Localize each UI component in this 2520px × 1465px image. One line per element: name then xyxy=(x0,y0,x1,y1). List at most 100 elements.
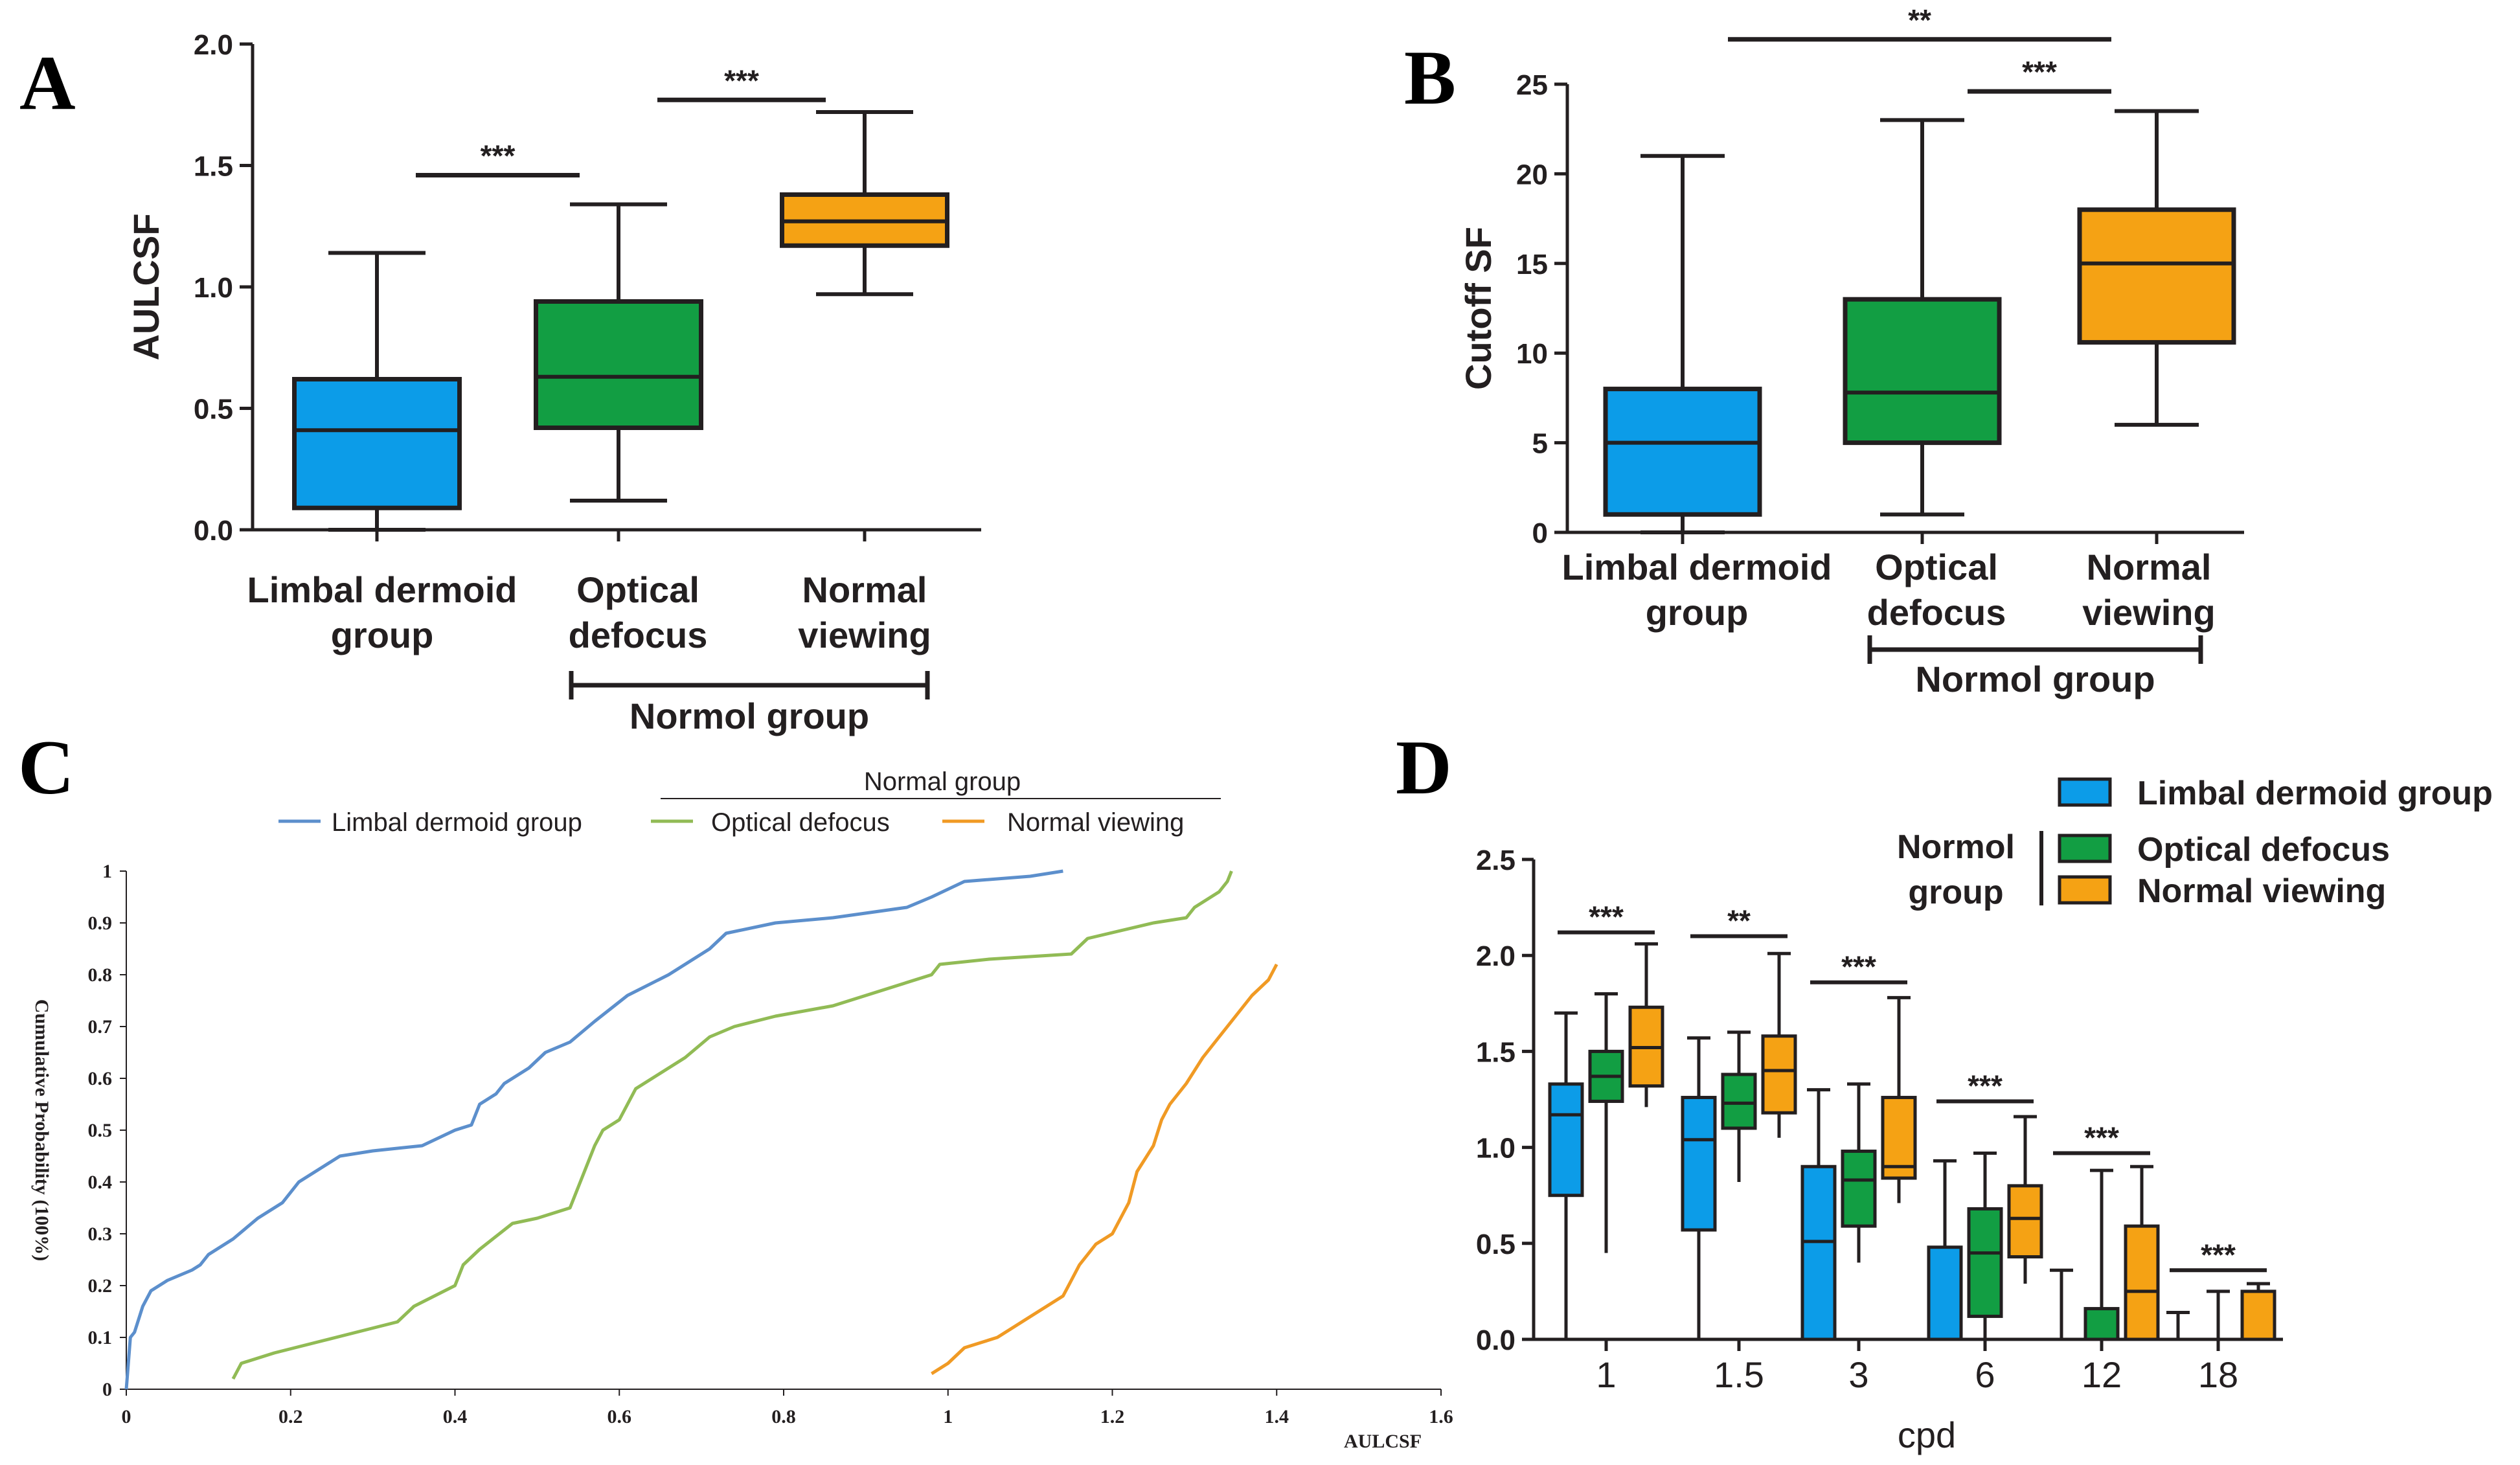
x-tick-label: 0.4 xyxy=(443,1406,468,1427)
box-orange xyxy=(2124,1224,2160,1341)
category-label: Limbal dermoid xyxy=(247,569,517,610)
box-blue xyxy=(292,377,462,510)
series-line xyxy=(231,870,1233,1380)
box-green xyxy=(1843,297,2002,446)
category-label: Normal xyxy=(802,569,927,610)
legend-group-label: group xyxy=(1908,874,2003,911)
x-tick-label: 0.6 xyxy=(607,1406,632,1427)
group-label: Normol group xyxy=(1915,659,2155,699)
legend-swatch xyxy=(2058,777,2112,807)
legend-label: Optical defocus xyxy=(2137,831,2390,869)
category-label: Normal xyxy=(2087,547,2212,587)
box-green xyxy=(534,299,703,430)
x-tick-label: 0 xyxy=(122,1406,131,1427)
x-tick-label: 0.8 xyxy=(771,1406,796,1427)
category-label: defocus xyxy=(1867,592,2006,633)
panel-a-box-chart: 0.0 0.5 1.0 1.5 2.0 AULCSF Limbal dermoid group… xyxy=(126,29,981,736)
y-tick-label: 5 xyxy=(1532,428,1548,460)
group-label: Normol group xyxy=(630,696,869,736)
y-tick-label: 15 xyxy=(1516,249,1548,280)
y-tick-label: 10 xyxy=(1516,338,1548,370)
y-tick-label: 25 xyxy=(1516,69,1548,101)
legend-label: Normal viewing xyxy=(1007,808,1184,837)
panel-label-c: C xyxy=(18,724,74,810)
panel-label-d: D xyxy=(1396,724,1452,810)
x-tick-label: 1.5 xyxy=(1714,1354,1764,1395)
box-blue xyxy=(1681,1096,1717,1232)
y-tick-label: 0.0 xyxy=(1476,1324,1515,1356)
category-label: Limbal dermoid xyxy=(1562,547,1832,587)
legend-group-label: Normol xyxy=(1897,828,2015,866)
significance-label: *** xyxy=(1589,900,1624,934)
y-tick-label: 0.3 xyxy=(88,1223,113,1245)
y-tick-label: 0.4 xyxy=(88,1172,113,1193)
significance-label: *** xyxy=(1968,1069,2003,1102)
box-blue xyxy=(1927,1245,1963,1341)
y-tick-label: 0.7 xyxy=(88,1016,113,1038)
x-tick-label: 1.4 xyxy=(1265,1406,1289,1427)
y-tick-label: 2.5 xyxy=(1476,845,1515,876)
significance-label: *** xyxy=(2022,55,2057,89)
significance-label: ** xyxy=(1908,3,1931,37)
x-tick-label: 1 xyxy=(943,1406,953,1427)
y-tick-label: 0.5 xyxy=(194,394,233,426)
x-tick-label: 1.6 xyxy=(1429,1406,1453,1427)
panel-label-b: B xyxy=(1404,34,1456,120)
box-orange xyxy=(1881,1096,1917,1180)
box-green xyxy=(1841,1150,1877,1228)
y-tick-label: 0 xyxy=(1532,517,1548,549)
y-tick-label: 0.0 xyxy=(194,515,233,547)
x-tick-label: 6 xyxy=(1975,1354,1995,1395)
box-blue xyxy=(1800,1164,1837,1341)
significance-label: *** xyxy=(724,63,759,97)
x-tick-label: 1.2 xyxy=(1100,1406,1125,1427)
significance-label: *** xyxy=(1841,950,1876,984)
legend-swatch xyxy=(2058,875,2112,905)
y-tick-label: 1 xyxy=(102,861,112,882)
y-tick-label: 1.0 xyxy=(1476,1133,1515,1164)
y-axis-label: Cutoff SF xyxy=(1458,227,1499,390)
series-line xyxy=(124,869,1063,1390)
significance-label: ** xyxy=(1727,904,1751,938)
y-tick-label: 0.9 xyxy=(88,913,113,934)
y-tick-label: 0.8 xyxy=(88,964,113,986)
y-tick-label: 1.5 xyxy=(194,151,233,183)
box-green xyxy=(1967,1207,2003,1318)
box-orange xyxy=(2007,1184,2043,1259)
y-axis-label: Cumulative Probability (100%) xyxy=(31,999,52,1261)
y-tick-label: 0 xyxy=(102,1379,112,1400)
x-tick-label: 1 xyxy=(1596,1354,1616,1395)
y-axis-label: AULCSF xyxy=(126,213,166,360)
legend-label: Limbal dermoid group xyxy=(2137,775,2493,812)
box-orange xyxy=(2240,1289,2276,1341)
y-tick-label: 1.0 xyxy=(194,272,233,304)
panel-c-cdf-chart: 0 0.1 0.2 0.3 0.4 0.5 0.6 0.7 0.8 0.9 1 0 0.2 0.4 0.6 0… xyxy=(31,767,1453,1452)
legend-swatch xyxy=(2058,834,2112,863)
category-label: Optical xyxy=(576,569,699,610)
y-tick-label: 0.5 xyxy=(88,1120,113,1141)
y-tick-label: 0.5 xyxy=(1476,1229,1515,1260)
category-label: group xyxy=(1646,592,1749,633)
panel-b-box-chart: 0 5 10 15 20 25 Cutoff SF Limbal dermoid group Op… xyxy=(1458,3,2244,699)
panel-label-a: A xyxy=(19,40,76,126)
box-blue xyxy=(1548,1082,1584,1198)
y-tick-label: 0.2 xyxy=(88,1275,113,1297)
x-tick-label: 12 xyxy=(2082,1354,2122,1395)
legend-label: Normal viewing xyxy=(2137,872,2386,910)
x-tick-label: 18 xyxy=(2198,1354,2238,1395)
box-blue xyxy=(1603,387,1762,517)
category-label: viewing xyxy=(798,615,931,655)
category-label: defocus xyxy=(569,615,708,655)
legend-label: Optical defocus xyxy=(711,808,890,837)
x-tick-label: 3 xyxy=(1848,1354,1868,1395)
significance-label: *** xyxy=(2201,1238,2236,1271)
legend-label: Limbal dermoid group xyxy=(332,808,582,837)
box-green xyxy=(1721,1073,1757,1130)
y-tick-label: 2.0 xyxy=(194,29,233,61)
box-green xyxy=(2083,1307,2120,1341)
significance-label: *** xyxy=(2084,1120,2119,1154)
x-axis-label: cpd xyxy=(1898,1414,1956,1455)
y-tick-label: 0.6 xyxy=(88,1068,113,1089)
